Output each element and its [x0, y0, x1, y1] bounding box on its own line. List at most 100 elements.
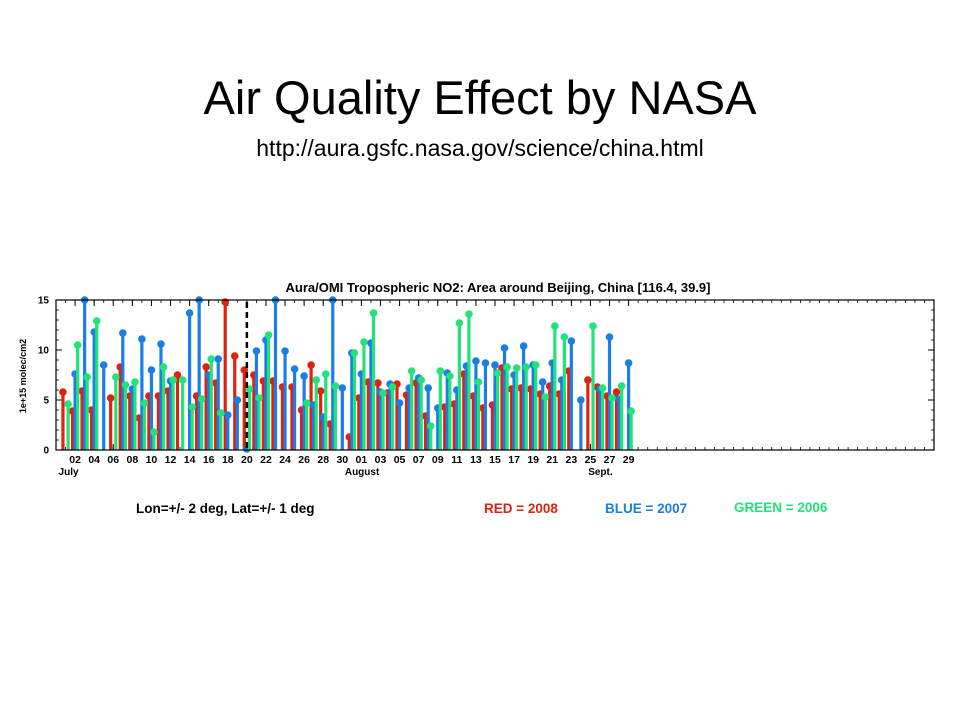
bar-dot	[388, 383, 397, 391]
bar-dot	[474, 378, 483, 386]
bar	[271, 381, 275, 450]
bar-dot	[567, 337, 576, 345]
bar-dot	[522, 363, 531, 371]
bar-dot	[64, 400, 72, 408]
bar-dot	[83, 373, 92, 381]
x-tick-label: 19	[527, 454, 539, 466]
bar-dot	[551, 322, 559, 330]
bar	[357, 398, 361, 450]
legend-2007: BLUE = 2007	[605, 501, 687, 516]
bar-dot	[512, 364, 521, 372]
x-tick-label: 20	[241, 454, 253, 466]
bar-dot	[214, 355, 223, 363]
x-tick-label: 09	[432, 454, 444, 466]
bar	[247, 389, 252, 450]
bar	[324, 374, 328, 450]
bar	[560, 380, 564, 450]
bar	[620, 386, 624, 450]
bar	[233, 356, 237, 450]
bar	[448, 376, 452, 450]
bar	[95, 321, 99, 450]
plot-frame	[55, 299, 935, 451]
bar	[121, 333, 125, 450]
bar	[385, 393, 390, 450]
bar	[550, 363, 554, 450]
bar	[424, 416, 428, 450]
bar-dot	[446, 372, 454, 380]
x-tick-label: 15	[489, 454, 501, 466]
bar-dot	[264, 331, 273, 339]
bar	[200, 399, 204, 450]
bar	[500, 368, 504, 450]
bar	[605, 396, 609, 450]
bar	[147, 396, 151, 450]
bar-dot	[252, 347, 261, 355]
bar	[502, 348, 507, 450]
x-tick-label: 30	[336, 454, 348, 466]
x-tick-label: 17	[508, 454, 520, 466]
bar	[627, 363, 631, 450]
bar	[600, 388, 605, 450]
x-tick-label: 01	[356, 454, 368, 466]
bar-dot	[159, 363, 168, 371]
bar	[207, 375, 211, 450]
y-tick-label: 5	[43, 396, 49, 407]
bar-dot	[207, 355, 216, 363]
bar-dot	[584, 376, 592, 384]
x-tick-label: 22	[260, 454, 272, 466]
bar	[369, 343, 373, 450]
bar	[362, 342, 366, 450]
bar	[452, 404, 456, 450]
bar	[328, 424, 332, 450]
x-tick-label: 14	[184, 454, 196, 466]
bar-dot	[59, 388, 67, 396]
x-tick-label: 23	[566, 454, 578, 466]
bar	[321, 417, 325, 450]
bar	[114, 377, 118, 450]
x-tick-label: 13	[470, 454, 482, 466]
bar	[445, 373, 449, 450]
bar	[607, 337, 612, 450]
bar-dot	[426, 422, 435, 430]
bar-dot	[112, 373, 120, 381]
month-label: July	[59, 467, 79, 478]
legend-2008: RED = 2008	[484, 501, 558, 516]
bar-dot	[178, 376, 187, 384]
bar	[156, 396, 161, 450]
bar	[181, 380, 185, 450]
bar-dot	[119, 329, 127, 337]
slide-url: http://aura.gsfc.nasa.gov/science/china.…	[256, 135, 704, 161]
x-tick-label: 18	[222, 454, 234, 466]
footer-note: Lon=+/- 2 deg, Lat=+/- 1 deg	[136, 501, 315, 516]
bar	[591, 326, 595, 450]
bar-dot	[169, 376, 177, 384]
bar	[378, 392, 383, 450]
bar-dot	[395, 399, 404, 407]
bar	[490, 405, 495, 450]
bar-dot	[92, 317, 101, 325]
bar	[467, 314, 471, 450]
bar	[118, 367, 122, 450]
bar	[333, 386, 337, 450]
bar-dot	[307, 361, 315, 369]
bar-dot	[455, 319, 464, 327]
bar-dot	[221, 298, 230, 306]
bar	[92, 332, 96, 450]
x-tick-label: 24	[279, 454, 291, 466]
bar-dot	[605, 333, 614, 341]
bar-dot	[316, 387, 325, 395]
bar	[331, 300, 335, 450]
bar	[123, 385, 127, 450]
bar	[302, 376, 306, 450]
month-label: August	[345, 467, 380, 478]
bar-dot	[624, 359, 633, 367]
bar-dot	[531, 361, 540, 369]
bar	[152, 432, 156, 450]
bar	[66, 404, 70, 450]
bar	[541, 382, 545, 450]
bar	[562, 337, 566, 450]
bar	[219, 413, 223, 450]
bar-dot	[465, 310, 473, 318]
bar	[553, 326, 557, 450]
bar-dot	[312, 376, 321, 384]
